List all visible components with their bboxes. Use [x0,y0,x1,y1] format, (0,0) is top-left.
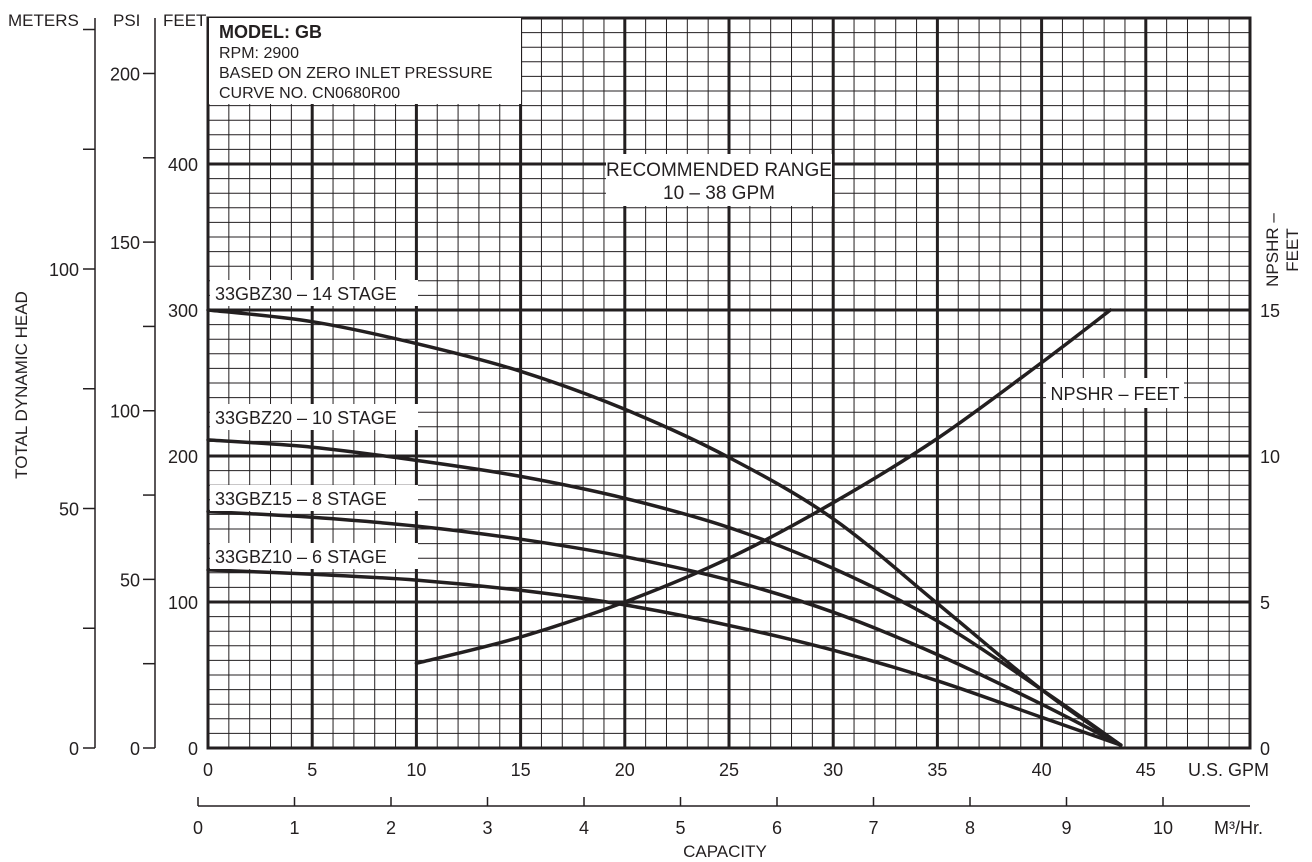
feet-axis-header: FEET [163,11,206,30]
series-label: 33GBZ30 – 14 STAGE [215,284,397,304]
m3hr-tick-label: 10 [1153,818,1173,838]
x-tick-label: 20 [615,760,635,780]
m3hr-tick-label: 1 [289,818,299,838]
npshr-axis-label: NPSHR – [1263,213,1282,287]
feet-tick-label: 0 [188,739,198,759]
psi-tick-label: 200 [110,64,140,84]
feet-tick-label: 300 [168,301,198,321]
annotation-line: RECOMMENDED RANGE [606,160,832,181]
x-tick-label: 30 [823,760,843,780]
feet-tick-label: 200 [168,447,198,467]
x2-axis-units: M³/Hr. [1214,818,1263,838]
series-label-background [210,543,418,569]
psi-axis-header: PSI [113,11,140,30]
m3hr-tick-label: 3 [482,818,492,838]
m3hr-tick-label: 7 [868,818,878,838]
series-label: NPSHR – FEET [1050,384,1179,404]
series-label-background [210,485,418,511]
x-axis-label: CAPACITY [683,842,767,861]
x-tick-label: 15 [511,760,531,780]
series-label: 33GBZ15 – 8 STAGE [215,489,387,509]
x-tick-label: 5 [307,760,317,780]
x-axis-units: U.S. GPM [1188,760,1269,780]
m3hr-tick-label: 8 [965,818,975,838]
meters-axis-header: METERS [8,11,79,30]
curves: 33GBZ30 – 14 STAGE 33GBZ20 – 10 STAGE 33GB… [206,280,1184,747]
info-box-title: MODEL: GB [219,22,322,42]
m3hr-tick-label: 9 [1061,818,1071,838]
info-box-frame [209,18,521,104]
m3hr-tick-label: 6 [772,818,782,838]
meters-tick-label: 50 [59,500,79,520]
series-curve [414,308,1113,666]
x-tick-label: 40 [1032,760,1052,780]
m3hr-tick-label: 5 [675,818,685,838]
npshr-tick-label: 10 [1260,447,1280,467]
info-box-line: CURVE NO. CN0680R00 [219,85,400,102]
series-label-background [210,280,418,306]
x-tick-label: 45 [1136,760,1156,780]
info-box-line: RPM: 2900 [219,45,299,62]
series-curve [206,568,1123,747]
feet-tick-label: 400 [168,155,198,175]
npshr-tick-label: 15 [1260,301,1280,321]
series-label: 33GBZ10 – 6 STAGE [215,547,387,567]
annotation-background [606,154,832,206]
x-tick-label: 25 [719,760,739,780]
series-curve [206,308,1123,747]
psi-tick-label: 0 [130,739,140,759]
psi-tick-label: 50 [120,570,140,590]
series-label-background [210,404,418,430]
psi-tick-label: 150 [110,233,140,253]
psi-tick-label: 100 [110,402,140,422]
m3hr-tick-label: 2 [386,818,396,838]
npshr-tick-label: 5 [1260,593,1270,613]
feet-tick-label: 100 [168,593,198,613]
series-curve [206,509,1123,747]
axes: 0 5 10 15 20 25 30 35 40 450100200300400050100150… [49,18,1280,838]
plot-frame [206,16,1252,750]
series-curve [206,438,1123,747]
m3hr-tick-label: 0 [193,818,203,838]
meters-tick-label: 0 [69,739,79,759]
y-axis-label: TOTAL DYNAMIC HEAD [12,291,31,479]
x-tick-label: 35 [927,760,947,780]
annotation-line: 10 – 38 GPM [663,183,775,204]
series-label: 33GBZ20 – 10 STAGE [215,408,397,428]
npshr-tick-label: 0 [1260,739,1270,759]
x-tick-label: 10 [406,760,426,780]
m3hr-tick-label: 4 [579,818,589,838]
npshr-axis-label: FEET [1283,228,1302,271]
meters-tick-label: 100 [49,260,79,280]
info-box: MODEL: GB RPM: 2900 BASED ON ZERO INLET … [209,18,521,104]
info-box-line: BASED ON ZERO INLET PRESSURE [219,65,493,82]
series-label-background [1046,378,1184,408]
x-tick-label: 0 [203,760,213,780]
recommended-range-annotation: RECOMMENDED RANGE 10 – 38 GPM [606,154,832,206]
